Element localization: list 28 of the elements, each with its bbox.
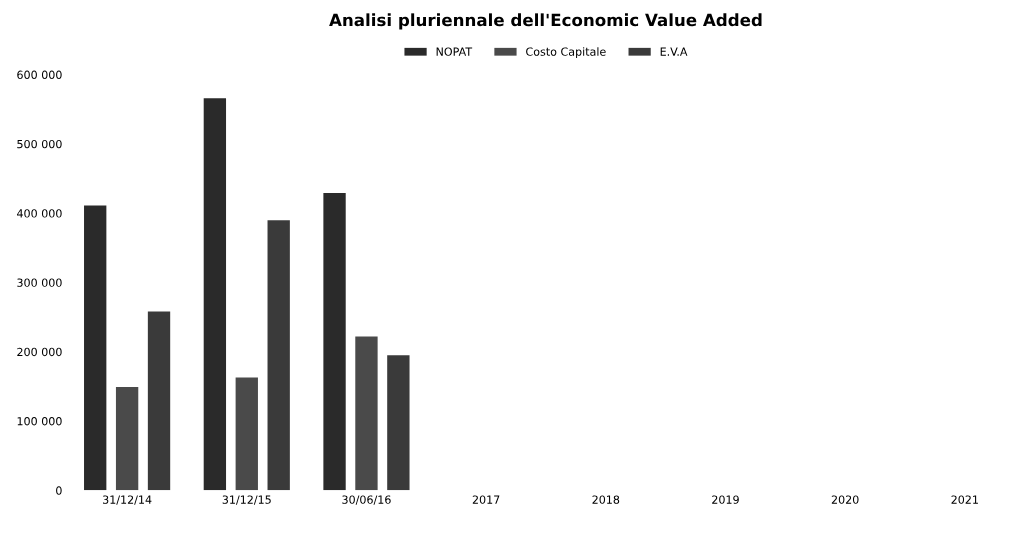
bar: [387, 355, 410, 491]
chart-title: Analisi pluriennale dell'Economic Value Added: [329, 13, 762, 30]
bar: [115, 387, 139, 491]
legend-label: E.V.A: [660, 47, 688, 56]
x-tick-label: 31/12/15: [222, 495, 271, 505]
x-tick-label: 2019: [712, 495, 739, 504]
bar: [203, 98, 227, 491]
legend-label: NOPAT: [436, 47, 473, 56]
y-tick-label: 500 000: [17, 139, 62, 149]
y-tick-label: 600 000: [17, 70, 62, 79]
y-tick-label: 100 000: [17, 417, 62, 426]
x-tick-label: 2018: [592, 495, 620, 504]
bar: [235, 377, 258, 491]
x-tick-label: 2021: [951, 495, 978, 504]
y-tick-label: 400 000: [17, 209, 62, 218]
y-tick-label: 0: [56, 486, 62, 495]
bar: [147, 311, 171, 491]
legend-label: Costo Capitale: [526, 47, 606, 58]
x-tick-label: 2017: [472, 495, 500, 504]
bar: [323, 193, 346, 491]
y-tick-label: 300 000: [17, 278, 62, 287]
bar: [267, 220, 290, 491]
x-tick-label: 30/06/16: [342, 495, 391, 505]
x-tick-label: 2020: [831, 495, 859, 504]
bar: [355, 336, 378, 491]
x-tick-label: 31/12/14: [103, 495, 152, 505]
y-tick-label: 200 000: [17, 347, 62, 357]
bar: [84, 205, 107, 491]
